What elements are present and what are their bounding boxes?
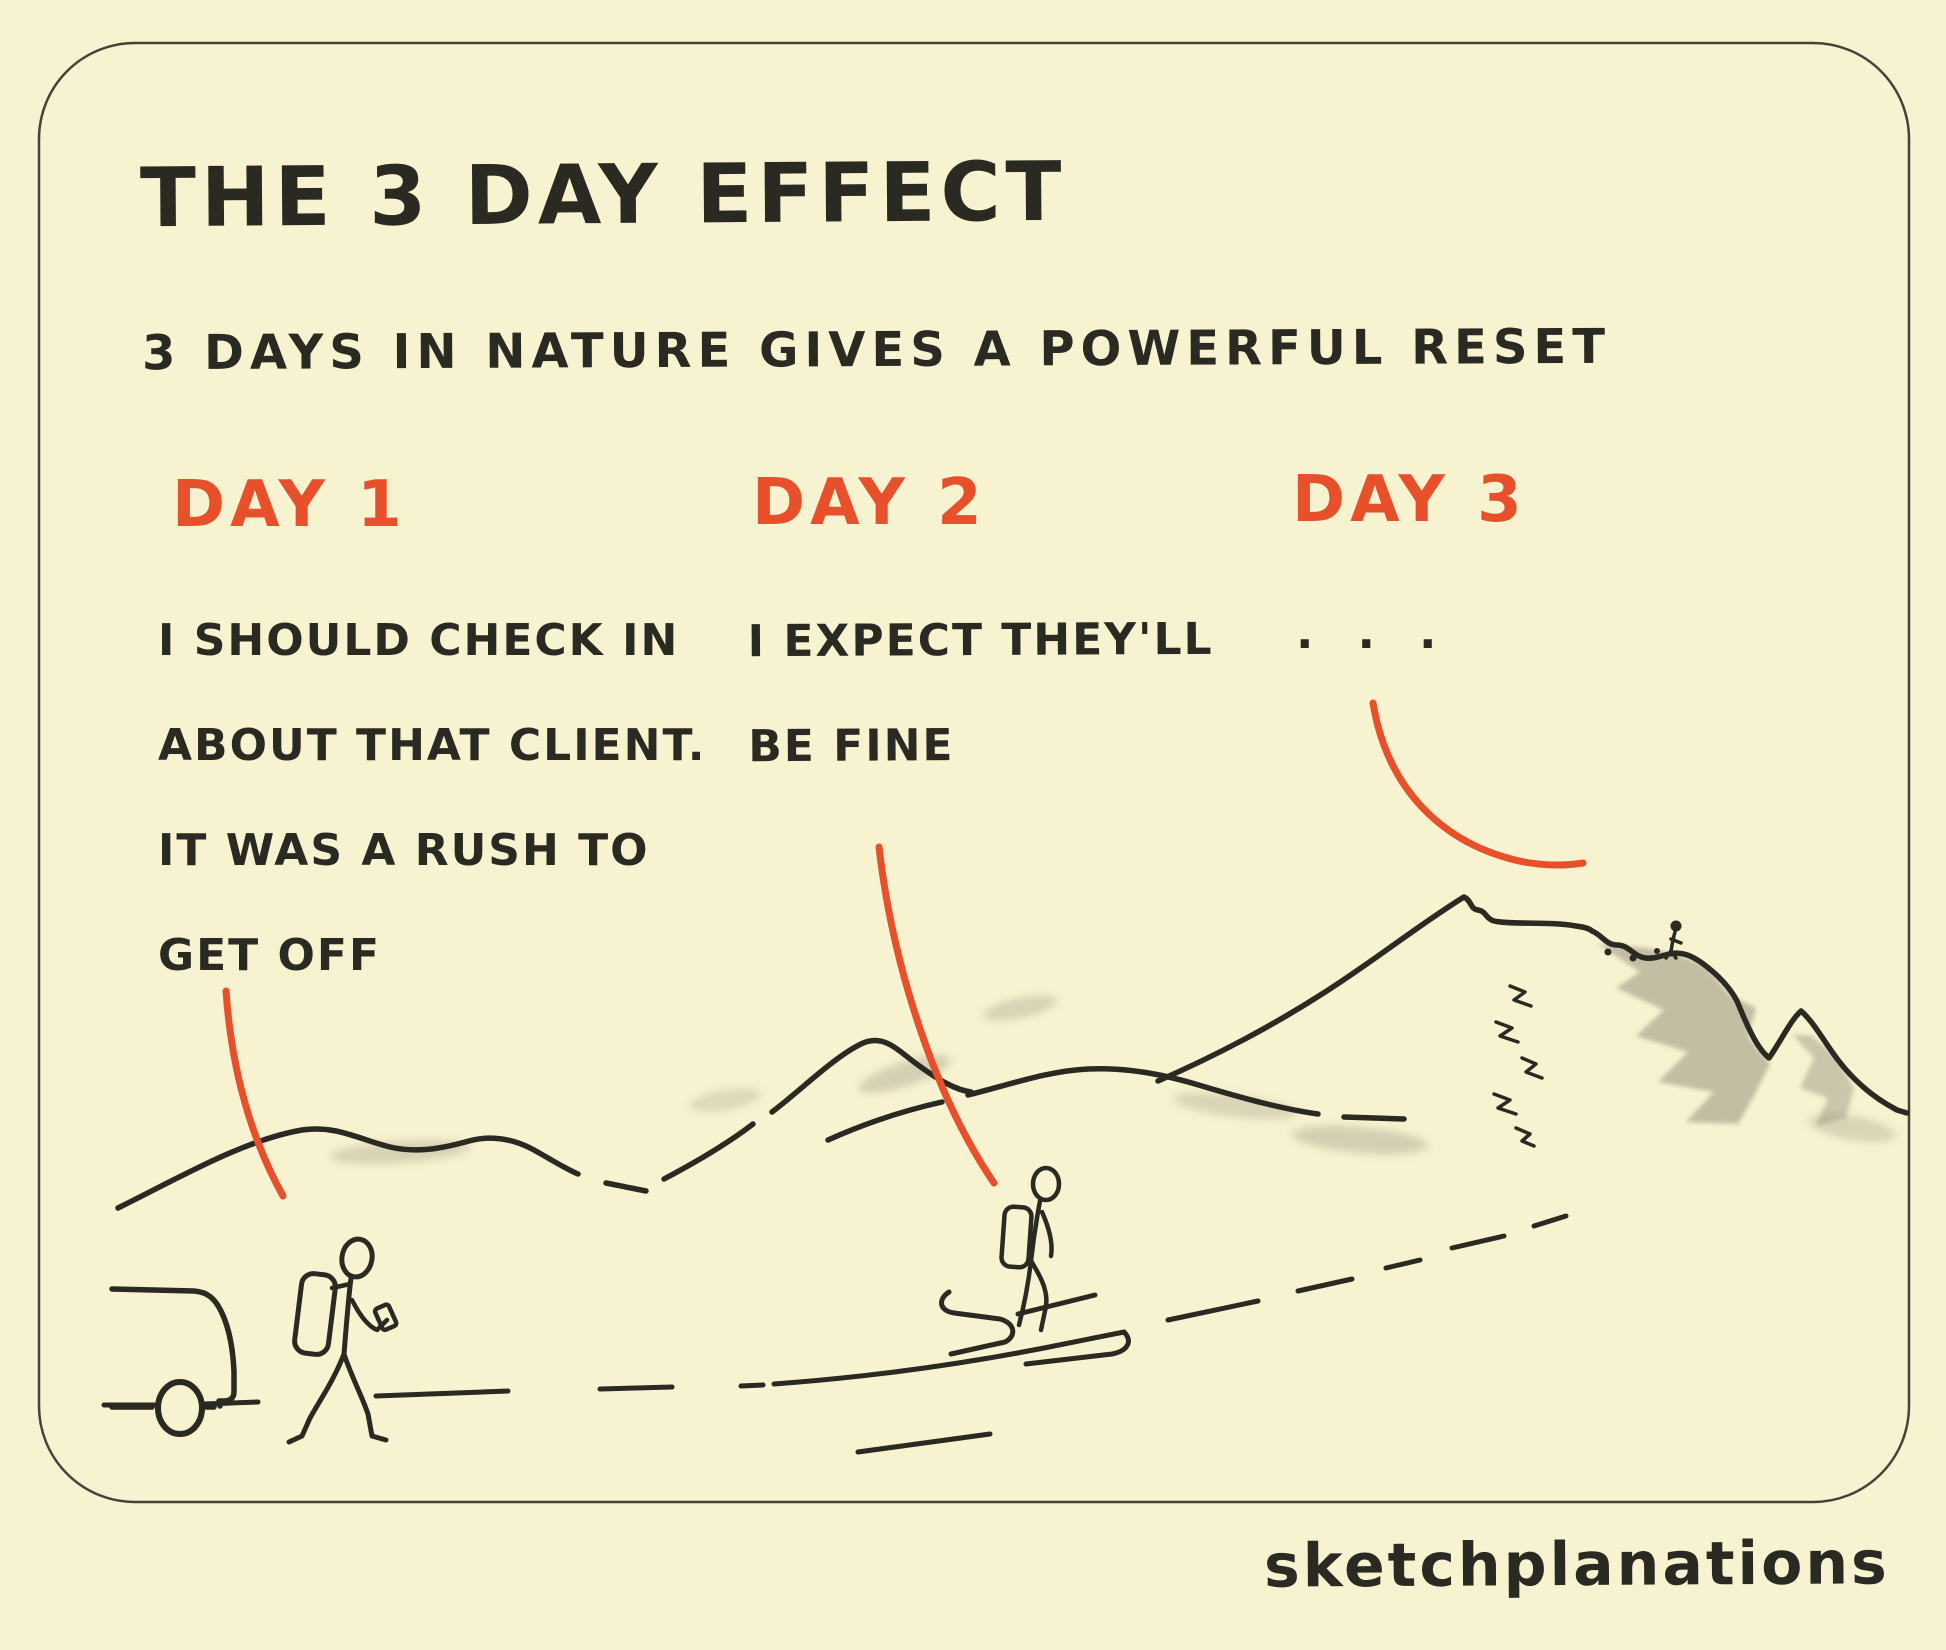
day2-note-line: BE FINE — [748, 720, 955, 773]
day2-note-line: I EXPECT THEY'LL — [747, 613, 1214, 668]
hiker-on-summit-icon — [1664, 920, 1683, 960]
hiker-on-trail-icon — [999, 1165, 1062, 1333]
day1-heading: DAY 1 — [172, 468, 407, 542]
day1-note: I SHOULD CHECK IN ABOUT THAT CLIENT. IT … — [158, 588, 707, 1008]
page-subtitle: 3 DAYS IN NATURE GIVES A POWERFUL RESET — [141, 318, 1612, 382]
day1-note-line: GET OFF — [158, 930, 382, 981]
day3-heading: DAY 3 — [1292, 463, 1527, 537]
frame-border — [37, 41, 1911, 1504]
day2-note: I EXPECT THEY'LL BE FINE — [747, 587, 1214, 799]
page-title: THE 3 DAY EFFECT — [139, 144, 1067, 247]
day2-leader-curve — [875, 843, 998, 1187]
day1-leader-curve — [222, 987, 287, 1200]
switchback-marks-icon — [1492, 984, 1544, 1148]
day3-note: . . . — [1296, 580, 1450, 685]
day2-heading: DAY 2 — [752, 466, 987, 540]
annotation-curve-icon — [222, 699, 1587, 1200]
hiker-with-phone-icon — [286, 1236, 399, 1445]
day3-leader-curve — [1369, 699, 1587, 869]
day3-note-ellipsis: . . . — [1296, 605, 1451, 659]
trail-path-icon — [101, 1213, 1569, 1455]
mountain-range-icon — [1155, 894, 1910, 1148]
rolling-hills-icon — [115, 1037, 1407, 1211]
day1-note-line: IT WAS A RUSH TO — [158, 825, 650, 876]
day1-note-line: ABOUT THAT CLIENT. — [158, 720, 707, 771]
day1-note-line: I SHOULD CHECK IN — [158, 615, 680, 666]
signature: sketchplanations — [1264, 1528, 1891, 1602]
car-icon — [109, 1286, 237, 1437]
